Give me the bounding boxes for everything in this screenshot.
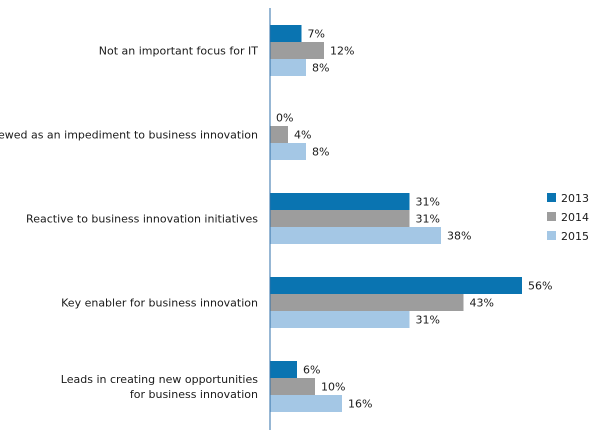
legend-swatch-2014 xyxy=(547,212,556,221)
category-label-line: Viewed as an impediment to business inno… xyxy=(0,129,258,142)
category-label-line: Key enabler for business innovation xyxy=(61,297,258,310)
legend-swatch-2013 xyxy=(547,193,556,202)
category-label: Leads in creating new opportunities for b… xyxy=(61,373,258,401)
data-label: 31% xyxy=(416,213,440,226)
category-label-line: Reactive to business innovation initiati… xyxy=(26,213,258,226)
bar-2014-3 xyxy=(270,294,464,311)
bar-2015-2 xyxy=(270,227,441,244)
bar-2015-4 xyxy=(270,395,342,412)
category-label: Key enabler for business innovation xyxy=(61,297,258,310)
data-label: 0% xyxy=(276,112,293,125)
data-label: 4% xyxy=(294,129,311,142)
legend-label-2014: 2014 xyxy=(561,211,589,224)
category-label-line: Leads in creating new opportunities xyxy=(61,373,258,386)
bar-2013-3 xyxy=(270,277,522,294)
data-label: 38% xyxy=(447,230,471,243)
category-label-line: for business innovation xyxy=(130,388,258,401)
data-label: 8% xyxy=(312,146,329,159)
bar-2014-0 xyxy=(270,42,324,59)
legend-swatch-2015 xyxy=(547,231,556,240)
bar-2014-4 xyxy=(270,378,315,395)
category-label: Viewed as an impediment to business inno… xyxy=(0,129,258,142)
legend-label-2015: 2015 xyxy=(561,230,589,243)
data-label: 16% xyxy=(348,398,372,411)
category-label-line: Not an important focus for IT xyxy=(99,45,259,58)
data-label: 31% xyxy=(416,314,440,327)
bars-layer xyxy=(270,25,522,412)
data-label: 31% xyxy=(416,196,440,209)
legend: 2013 2014 2015 xyxy=(547,192,589,243)
bar-2015-0 xyxy=(270,59,306,76)
data-label: 12% xyxy=(330,45,354,58)
labels-layer: Not an important focus for IT7%12%8%View… xyxy=(0,28,552,411)
data-label: 8% xyxy=(312,62,329,75)
bar-2015-3 xyxy=(270,311,410,328)
bar-2015-1 xyxy=(270,143,306,160)
data-label: 43% xyxy=(470,297,494,310)
data-label: 10% xyxy=(321,381,345,394)
legend-label-2013: 2013 xyxy=(561,192,589,205)
bar-2013-2 xyxy=(270,193,410,210)
data-label: 56% xyxy=(528,280,552,293)
category-label: Not an important focus for IT xyxy=(99,45,259,58)
bar-2013-0 xyxy=(270,25,302,42)
bar-2014-2 xyxy=(270,210,410,227)
data-label: 6% xyxy=(303,364,320,377)
bar-2013-4 xyxy=(270,361,297,378)
category-label: Reactive to business innovation initiati… xyxy=(26,213,258,226)
bar-2014-1 xyxy=(270,126,288,143)
data-label: 7% xyxy=(308,28,325,41)
